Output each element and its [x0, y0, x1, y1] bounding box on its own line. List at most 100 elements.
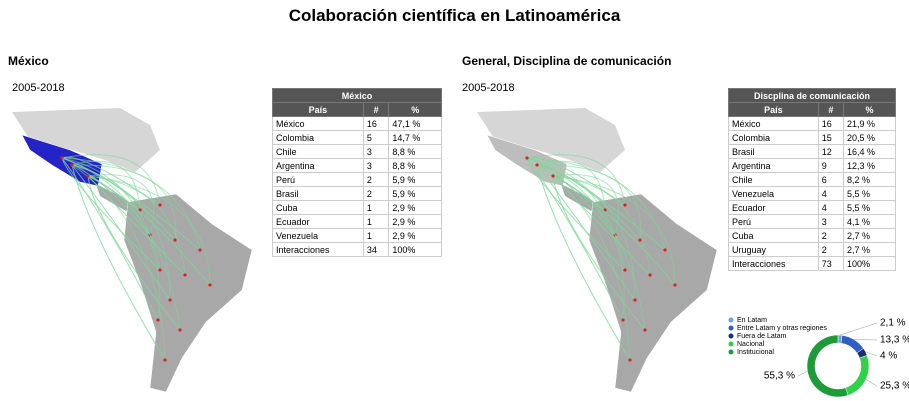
table-cell: Uruguay — [728, 242, 819, 257]
table-wrap: Discplina de comunicación País #% México 16 2… — [728, 88, 896, 271]
table-cell: Ecuador — [272, 214, 364, 229]
table-cell: Brasil — [728, 144, 819, 159]
city-dot — [198, 248, 202, 252]
city-dot — [535, 163, 539, 167]
table-cell: Cuba — [728, 228, 819, 243]
table-cell: 6 — [817, 172, 845, 187]
table-cell: 8,8 % — [388, 158, 442, 173]
collaboration-arc — [87, 175, 181, 331]
collaboration-arc — [536, 164, 631, 361]
collaboration-arc — [87, 175, 211, 286]
table-cell: Argentina — [728, 158, 819, 173]
table-cell: 16 — [362, 116, 390, 131]
legend-label: En Latam — [737, 317, 767, 324]
table-row: Venezuela 4 5,5 % — [728, 186, 896, 201]
collaboration-arc — [526, 157, 626, 271]
city-dot — [633, 298, 637, 302]
table-cell: 20,5 % — [843, 130, 896, 145]
table-cell: 2 — [817, 228, 845, 243]
table-wrap: México País #% México 16 47,1 % Colombia 5 14,7 … — [272, 88, 442, 257]
collaboration-arc — [71, 164, 166, 361]
land-north-america — [477, 108, 625, 172]
data-label: 4 % — [880, 351, 897, 362]
table-cell: 1 — [362, 200, 390, 215]
data-table: Discplina de comunicación País #% México 16 2… — [728, 88, 896, 271]
city-dot — [551, 174, 555, 178]
table-header-row: País #% — [272, 102, 442, 117]
city-dot — [168, 298, 172, 302]
city-dot — [648, 273, 652, 277]
table-cell: Venezuela — [272, 228, 364, 243]
panel-title: México — [8, 54, 49, 68]
city-dot — [628, 358, 632, 362]
table-row: Ecuador 4 5,5 % — [728, 200, 896, 215]
collaboration-arc — [87, 175, 211, 286]
table-cell: 3 — [362, 158, 390, 173]
table-cell: 1 — [362, 214, 390, 229]
land-south-america — [123, 193, 253, 393]
table-row: Interacciones 34 100% — [272, 242, 442, 257]
legend-label: Nacional — [737, 341, 765, 348]
collaboration-arc — [552, 175, 676, 286]
collaboration-arc — [71, 164, 166, 361]
collaboration-arc — [61, 157, 201, 251]
donut-segment — [806, 334, 849, 398]
table-cell: 21,9 % — [843, 116, 896, 131]
table-cell: 1 — [362, 228, 390, 243]
column-header: % — [388, 102, 442, 117]
table-cell: 5,9 % — [388, 186, 442, 201]
data-label: 55,3 % — [764, 371, 795, 382]
table-title: Discplina de comunicación — [728, 88, 896, 103]
table-cell: 47,1 % — [388, 116, 442, 131]
column-header: País — [272, 102, 364, 117]
table-row: Argentina 9 12,3 % — [728, 158, 896, 173]
table-row: Ecuador 1 2,9 % — [272, 214, 442, 229]
leader-line — [839, 322, 878, 336]
legend-label: Entre Latam y otras regiones — [737, 325, 827, 332]
table-cell: 4 — [817, 200, 845, 215]
table-cell: 34 — [362, 242, 390, 257]
data-table: México País #% México 16 47,1 % Colombia 5 14,7 … — [272, 88, 442, 257]
land-north-america — [12, 108, 160, 172]
city-dot — [178, 328, 182, 332]
collaboration-arc — [61, 157, 161, 271]
column-header: # — [817, 102, 845, 117]
table-cell: Perú — [272, 172, 364, 187]
collaboration-arc — [61, 157, 201, 251]
legend-label: Fuera de Latam — [737, 333, 787, 340]
city-dot — [60, 156, 64, 160]
city-dot — [156, 318, 160, 322]
table-row: Brasil 12 16,4 % — [728, 144, 896, 159]
collaboration-arc — [526, 154, 626, 206]
table-row: Cuba 1 2,9 % — [272, 200, 442, 215]
table-cell: 2 — [362, 172, 390, 187]
table-cell: 5,5 % — [843, 186, 896, 201]
legend-swatch — [728, 349, 734, 355]
city-dot — [623, 203, 627, 207]
legend-swatch — [728, 325, 734, 331]
collaboration-arc — [526, 157, 624, 321]
table-header-row: País #% — [728, 102, 896, 117]
donut-segment — [840, 334, 864, 354]
table-cell: 100% — [388, 242, 442, 257]
table-cell: 16,4 % — [843, 144, 896, 159]
city-dot — [673, 283, 677, 287]
table-cell: 73 — [817, 256, 845, 271]
table-cell: Colombia — [272, 130, 364, 145]
table-row: Brasil 2 5,9 % — [272, 186, 442, 201]
collaboration-arc — [526, 157, 666, 251]
city-dot — [643, 328, 647, 332]
table-cell: 2 — [817, 242, 845, 257]
table-cell: 3 — [817, 214, 845, 229]
leader-line — [865, 379, 878, 387]
table-header-row: Discplina de comunicación — [728, 88, 896, 103]
table-cell: Cuba — [272, 200, 364, 215]
table-row: México 16 21,9 % — [728, 116, 896, 131]
table-row: Argentina 3 8,8 % — [272, 158, 442, 173]
table-cell: Ecuador — [728, 200, 819, 215]
table-cell: 4,1 % — [843, 214, 896, 229]
figure-title: Colaboración científica en Latinoamérica — [288, 6, 621, 25]
table-cell: México — [728, 116, 819, 131]
city-dot — [70, 163, 74, 167]
